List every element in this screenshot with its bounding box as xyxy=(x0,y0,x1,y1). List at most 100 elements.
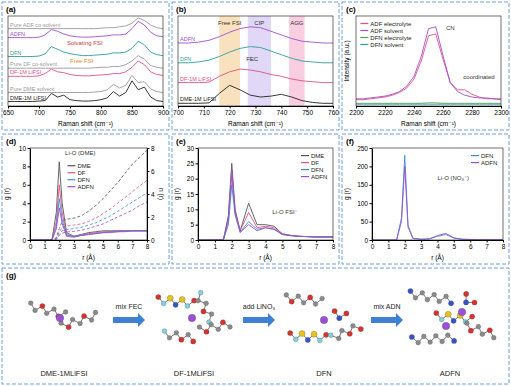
marks xyxy=(30,150,147,240)
y2-tick-label: 2 xyxy=(151,214,155,221)
y-tick-mark xyxy=(370,148,373,149)
atom xyxy=(174,330,179,335)
x-tick: 0 xyxy=(197,240,201,250)
x-tick-label: 2220 xyxy=(378,109,393,116)
atom xyxy=(413,295,418,300)
y-tick-mark xyxy=(196,225,199,226)
panel-label: (d) xyxy=(6,137,17,146)
y-axis-line xyxy=(198,149,199,241)
atom xyxy=(186,332,191,337)
y-tick-label: 100 xyxy=(357,200,368,207)
y2-tick-mark xyxy=(147,194,150,195)
atom xyxy=(179,296,185,302)
series-line xyxy=(178,69,333,83)
atom xyxy=(468,328,473,333)
x-tick-label: 0 xyxy=(371,243,375,250)
y-tick-label: 5 xyxy=(190,221,194,228)
y-tick-label: 30 xyxy=(187,145,195,152)
x-tick: 4 xyxy=(436,240,440,250)
x-axis-title: r (Å) xyxy=(431,253,444,262)
y-tick: 2 xyxy=(22,218,30,225)
atom xyxy=(434,310,439,315)
atom xyxy=(216,327,221,332)
y-tick: 5 xyxy=(190,221,198,228)
series-line xyxy=(178,85,333,103)
x-tick-label: 850 xyxy=(127,109,138,116)
x-axis: 220022202240226022802300 xyxy=(349,106,509,116)
lithium-atom xyxy=(56,314,64,322)
molecule-cluster xyxy=(156,290,233,344)
x-tick-label: 8 xyxy=(332,243,336,250)
stage-label: DFN xyxy=(316,369,331,378)
coordination-line xyxy=(30,193,147,240)
x-tick: 1 xyxy=(43,240,47,250)
annotation: Free FSI xyxy=(70,58,94,64)
x-tick-label: 730 xyxy=(251,109,262,116)
y2-tick: 4 xyxy=(147,191,155,198)
atom xyxy=(156,294,161,299)
x-tick: 3 xyxy=(73,240,77,250)
atom xyxy=(198,290,203,295)
atom xyxy=(70,317,75,322)
series-line xyxy=(198,163,333,240)
x-tick: 0 xyxy=(29,240,33,250)
legend-swatch xyxy=(301,155,309,156)
y-axis-line xyxy=(372,149,373,241)
series-label: DME-1M LiFSI xyxy=(180,96,217,102)
molecule-cluster xyxy=(284,293,364,343)
atom xyxy=(162,329,167,334)
x-tick-label: 3 xyxy=(247,243,251,250)
x-axis: 012345678 xyxy=(371,240,506,250)
step-label: add LiNO₃ xyxy=(243,303,276,310)
series-line xyxy=(356,34,501,100)
x-axis-line xyxy=(357,106,502,107)
x-tick-label: 760 xyxy=(328,109,339,116)
atom xyxy=(432,292,437,297)
y-tick-mark xyxy=(28,166,31,167)
atom xyxy=(296,294,301,299)
step-label: mix FEC xyxy=(116,303,143,310)
x-tick-label: 5 xyxy=(453,243,457,250)
atom xyxy=(332,308,337,313)
stage-label: ADFN xyxy=(440,369,460,378)
y-tick-mark xyxy=(28,203,31,204)
plot: 700710720730740750760Free FSICIPAGGDME-1… xyxy=(173,16,339,128)
atom xyxy=(416,340,421,345)
x-tick: 700 xyxy=(173,106,184,116)
x-tick: 900 xyxy=(158,106,169,116)
panel-border xyxy=(342,134,509,264)
legend-swatch xyxy=(360,23,368,24)
legend: ADF electrolyteADF solventDFN electrolyt… xyxy=(360,21,412,48)
annotation: coordinated xyxy=(463,74,494,80)
step-arrow xyxy=(113,313,145,327)
x-tick: 4 xyxy=(264,240,268,250)
atom xyxy=(480,332,485,337)
y2-tick-mark xyxy=(147,171,150,172)
panel-label: (c) xyxy=(346,5,356,14)
x-tick-label: 650 xyxy=(3,109,14,116)
atom xyxy=(201,309,206,314)
legend-swatch xyxy=(67,172,75,173)
atom xyxy=(28,301,33,306)
y-tick-label: 200 xyxy=(357,163,368,170)
series-line xyxy=(8,81,163,102)
series-line xyxy=(198,176,333,240)
atom xyxy=(339,328,344,333)
atom xyxy=(320,296,325,301)
atom xyxy=(301,300,306,305)
legend-label: DFN electrolyte xyxy=(370,35,412,41)
atom xyxy=(293,337,298,342)
atom xyxy=(167,335,172,340)
atom xyxy=(491,335,496,340)
panel: (f)012345678050100150200250DFNADFNLi-O (… xyxy=(342,134,509,264)
panel: (c) 220022202240226022802300 ADF electroly… xyxy=(342,2,509,130)
y-tick-label: 20 xyxy=(187,175,195,182)
legend-swatch xyxy=(360,44,368,45)
annotation: FEC xyxy=(246,56,259,62)
x-tick: 7 xyxy=(485,240,489,250)
x-tick-label: 5 xyxy=(102,243,106,250)
y2-tick-mark xyxy=(147,148,150,149)
series-line xyxy=(178,27,333,43)
y-tick-label: 8 xyxy=(22,163,26,170)
y-tick: 100 xyxy=(357,200,372,207)
